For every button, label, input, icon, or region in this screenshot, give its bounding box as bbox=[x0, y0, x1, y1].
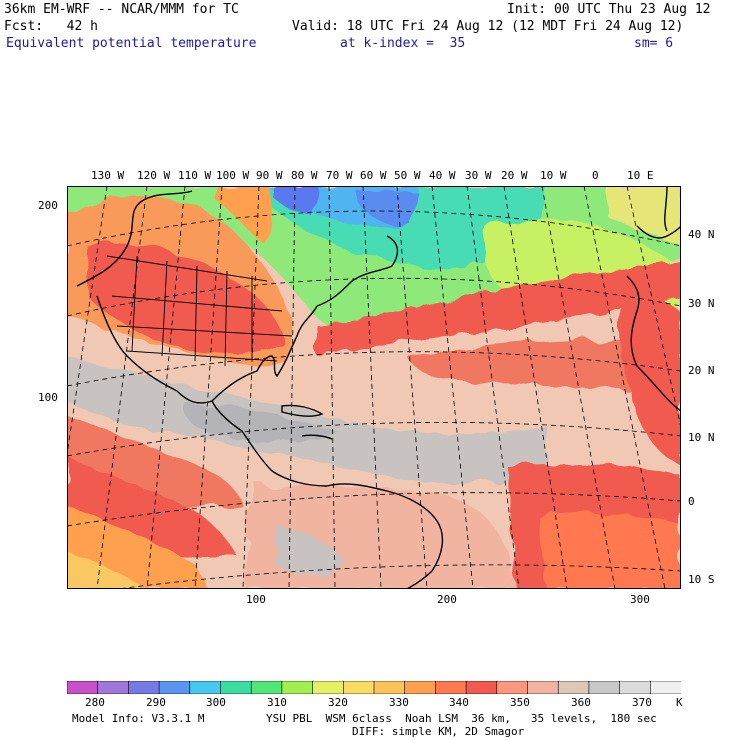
physics-info: YSU PBL WSM 6class Noah LSM 36 km, 35 le… bbox=[266, 712, 657, 725]
colorbar-label: 330 bbox=[389, 696, 409, 709]
colorbar-swatch bbox=[527, 681, 560, 694]
colorbar-swatch bbox=[496, 681, 529, 694]
lon-label: 80 W bbox=[291, 169, 318, 182]
level-index: at k-index = 35 bbox=[340, 36, 466, 51]
grid-x-label: 300 bbox=[630, 593, 650, 606]
theta-e-map bbox=[67, 186, 681, 589]
borders bbox=[106, 255, 293, 367]
coastlines bbox=[76, 186, 681, 589]
diffusion-info: DIFF: simple KM, 2D Smagor bbox=[352, 725, 525, 738]
grid-x-label: 100 bbox=[246, 593, 266, 606]
colorbar-swatch bbox=[465, 681, 498, 694]
colorbar-label: 360 bbox=[571, 696, 591, 709]
colorbar-swatch bbox=[312, 681, 345, 694]
colorbar-label: 310 bbox=[267, 696, 287, 709]
colorbar-swatch bbox=[97, 681, 130, 694]
lon-label: 10 W bbox=[540, 169, 567, 182]
lon-label: 50 W bbox=[394, 169, 421, 182]
colorbar-label: 340 bbox=[449, 696, 469, 709]
lon-label: 20 W bbox=[501, 169, 528, 182]
field-name: Equivalent potential temperature bbox=[6, 36, 257, 51]
colorbar-swatch bbox=[67, 681, 99, 694]
colorbar-swatch bbox=[128, 681, 160, 694]
colorbar-label: 350 bbox=[510, 696, 530, 709]
colorbar-swatch bbox=[373, 681, 406, 694]
colorbar-label: 370 bbox=[632, 696, 652, 709]
colorbar-swatch bbox=[250, 681, 283, 694]
lon-label: 130 W bbox=[91, 169, 125, 182]
lon-label: 0 bbox=[592, 169, 599, 182]
lat-label: 20 N bbox=[688, 364, 715, 377]
colorbar-swatch bbox=[557, 681, 590, 694]
colorbar bbox=[67, 681, 681, 694]
field-shading bbox=[67, 186, 681, 589]
grid-x-label: 200 bbox=[437, 593, 457, 606]
model-title: 36km EM-WRF -- NCAR/MMM for TC bbox=[4, 2, 239, 17]
smoothing: sm= 6 bbox=[634, 36, 674, 51]
lat-label: 10 N bbox=[688, 431, 715, 444]
model-info: Model Info: V3.3.1 M bbox=[72, 712, 205, 725]
valid-time: Valid: 18 UTC Fri 24 Aug 12 (12 MDT Fri … bbox=[292, 19, 684, 34]
colorbar-swatch bbox=[619, 681, 652, 694]
lon-label: 110 W bbox=[178, 169, 212, 182]
lon-label: 40 W bbox=[429, 169, 456, 182]
init-time: Init: 00 UTC Thu 23 Aug 12 bbox=[507, 2, 711, 17]
colorbar-swatch bbox=[435, 681, 467, 694]
lat-label: 30 N bbox=[688, 297, 715, 310]
colorbar-swatch bbox=[588, 681, 621, 694]
colorbar-label: 280 bbox=[85, 696, 105, 709]
forecast-hour: Fcst: 42 h bbox=[4, 19, 98, 34]
lat-label: 40 N bbox=[688, 228, 715, 241]
lon-label: 60 W bbox=[360, 169, 387, 182]
grid-y-label: 100 bbox=[38, 391, 58, 404]
colorbar-unit: K bbox=[676, 696, 683, 709]
colorbar-swatch bbox=[189, 681, 222, 694]
lat-label: 0 bbox=[688, 495, 695, 508]
lon-label: 100 W bbox=[216, 169, 250, 182]
colorbar-swatch bbox=[404, 681, 437, 694]
colorbar-swatch bbox=[649, 681, 681, 694]
colorbar-swatch bbox=[220, 681, 253, 694]
colorbar-swatch bbox=[281, 681, 314, 694]
colorbar-label: 320 bbox=[328, 696, 348, 709]
colorbar-label: 300 bbox=[206, 696, 226, 709]
lat-label: 10 S bbox=[688, 573, 715, 586]
lon-label: 120 W bbox=[137, 169, 171, 182]
colorbar-label: 290 bbox=[146, 696, 166, 709]
colorbar-swatch bbox=[158, 681, 191, 694]
map-frame bbox=[67, 186, 681, 589]
lon-label: 30 W bbox=[465, 169, 492, 182]
lon-label: 70 W bbox=[326, 169, 353, 182]
colorbar-swatch bbox=[342, 681, 375, 694]
lon-label: 10 E bbox=[627, 169, 654, 182]
graticule bbox=[67, 186, 681, 589]
grid-y-label: 200 bbox=[38, 199, 58, 212]
lon-label: 90 W bbox=[256, 169, 283, 182]
